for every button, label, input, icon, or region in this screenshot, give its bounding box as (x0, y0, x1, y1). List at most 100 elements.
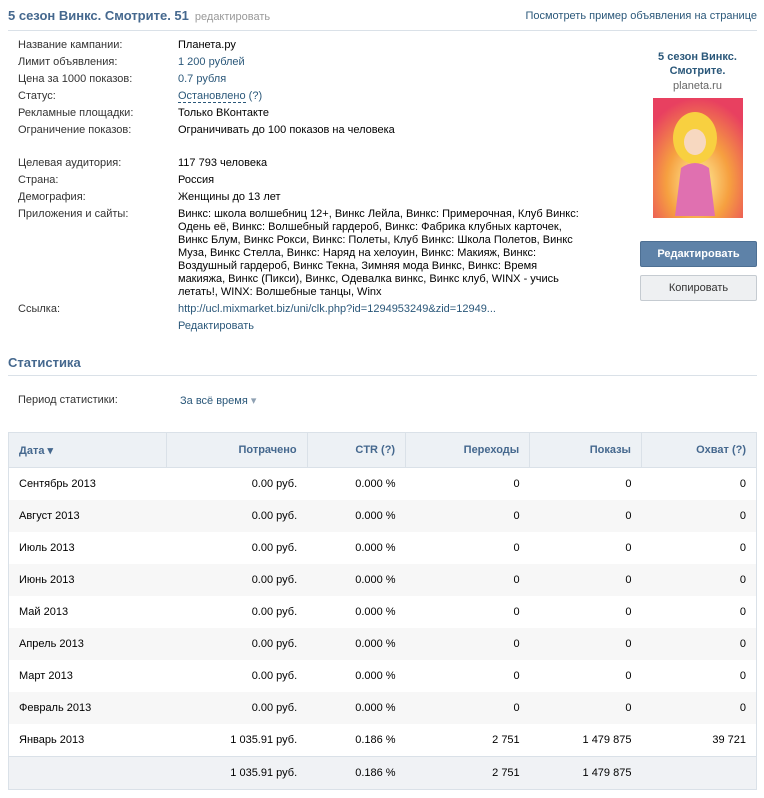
table-cell: 0.00 руб. (251, 670, 298, 682)
header-row: Дата ▾ Потрачено CTR (?) Переходы Показы Охва… (8, 432, 757, 468)
table-cell: 0.00 руб. (166, 564, 308, 596)
detail-label: Рекламные площадки: (18, 107, 134, 119)
table-row: Март 2013 0.00 руб. 0.000 % 0 0 0 (9, 660, 757, 692)
total-cell: 1 035.91 руб. (166, 756, 308, 790)
detail-value-cell: 1 200 рублей (178, 56, 583, 69)
table-cell: 0.000 % (307, 500, 406, 532)
table-cell: 0.00 руб. (251, 542, 298, 554)
table-row: Июль 2013 0.00 руб. 0.000 % 0 0 0 (9, 532, 757, 564)
ad-preview-title: 5 сезон Винкс. Смотрите. (658, 51, 737, 77)
period-value[interactable]: За всё время (180, 395, 248, 407)
table-cell: 0.000 % (355, 542, 396, 554)
total-cell: 1 479 875 (529, 756, 642, 790)
table-cell: 0 (513, 478, 520, 490)
detail-value: Россия (178, 174, 215, 186)
detail-label: Ссылка: (18, 303, 60, 315)
hint[interactable]: (?) (248, 90, 263, 102)
table-cell: 0.000 % (355, 478, 396, 490)
table-cell: 0.186 % (355, 734, 396, 746)
table-row: Май 2013 0.00 руб. 0.000 % 0 0 0 (9, 596, 757, 628)
edit-button[interactable]: Редактировать (640, 241, 757, 267)
detail-value-cell: Только ВКонтакте (178, 107, 583, 120)
detail-value: Ограничивать до 100 показов на человека (178, 124, 395, 136)
table-cell: 0.00 руб. (166, 500, 308, 532)
detail-label: Демография: (18, 191, 86, 203)
table-cell: 0.00 руб. (251, 606, 298, 618)
detail-label: Название кампании: (18, 39, 123, 51)
table-cell: 0 (513, 670, 520, 682)
detail-label: Статус: (18, 90, 56, 102)
detail-value: Женщины до 13 лет (178, 191, 281, 203)
detail-link[interactable]: 1 200 рублей (178, 56, 245, 68)
detail-label: Целевая аудитория: (18, 157, 122, 169)
table-cell: 1 035.91 руб. (230, 734, 298, 746)
table-cell: 0 (625, 542, 632, 554)
detail-value-cell: Россия (178, 174, 583, 187)
edit-link[interactable]: Редактировать (178, 320, 254, 332)
table-cell: 0 (641, 500, 757, 532)
copy-button[interactable]: Копировать (640, 275, 757, 301)
detail-value-cell: http://ucl.mixmarket.biz/uni/clk.php?id=… (178, 303, 583, 333)
table-cell: 0.00 руб. (166, 692, 308, 724)
table-cell: Февраль 2013 (8, 692, 167, 724)
period-select[interactable]: За всё время ▾ (180, 394, 256, 407)
table-cell: Сентябрь 2013 (19, 478, 96, 490)
table-cell: 0 (529, 692, 642, 724)
detail-row: Рекламные площадки: Только ВКонтакте (18, 105, 583, 122)
detail-row: Демография: Женщины до 13 лет (18, 189, 583, 206)
detail-link[interactable]: Остановлено (178, 90, 246, 103)
table-cell: 0 (739, 542, 746, 554)
detail-label: Ограничение показов: (18, 124, 132, 136)
column-header[interactable]: Дата ▾ (8, 432, 167, 468)
table-cell: Май 2013 (19, 606, 69, 618)
table-cell: 0 (405, 692, 530, 724)
total-cell: 2 751 (405, 756, 530, 790)
preview-link[interactable]: Посмотреть пример объявления на странице (525, 10, 757, 22)
column-header: CTR (?) (306, 432, 406, 468)
detail-label: Страна: (18, 174, 59, 186)
detail-row: Целевая аудитория: 117 793 человека (18, 155, 583, 172)
table-row: Январь 2013 1 035.91 руб. 0.186 % 2 751 1 47… (9, 724, 757, 757)
detail-value-cell: 117 793 человека (178, 157, 583, 170)
detail-row: Лимит объявления: 1 200 рублей (18, 54, 583, 71)
detail-link[interactable]: http://ucl.mixmarket.biz/uni/clk.php?id=… (178, 303, 496, 315)
details: Название кампании: Планета.ру Лимит объявл… (18, 37, 583, 139)
table-cell: 0 (529, 564, 642, 596)
table-cell: 0 (625, 478, 632, 490)
detail-row: Страна: Россия (18, 172, 583, 189)
audience: Целевая аудитория: 117 793 человека Страна… (18, 155, 583, 335)
table-cell: 0.00 руб. (166, 628, 308, 660)
table-cell: 0 (739, 478, 746, 490)
detail-row: Цена за 1000 показов: 0.7 рубля (18, 71, 583, 88)
column-header: Показы (529, 432, 642, 468)
detail-row: Ограничение показов: Ограничивать до 100 … (18, 122, 583, 139)
table-cell: 0 (641, 564, 757, 596)
period-label: Период статистики: (18, 394, 118, 406)
total-row: 1 035.91 руб. 0.186 % 2 751 1 479 875 (8, 756, 757, 790)
header: 5 сезон Винкс. Смотрите. 51 редактировать… (8, 8, 757, 31)
column-header: Потрачено (165, 432, 308, 468)
edit-link[interactable]: редактировать (194, 11, 271, 23)
table-cell: 0.000 % (307, 628, 406, 660)
table-cell: 0.000 % (307, 692, 406, 724)
column-header: Переходы (405, 432, 530, 468)
stats-table: Дата ▾ Потрачено CTR (?) Переходы Показы Охва… (8, 432, 757, 790)
table-row: Июнь 2013 0.00 руб. 0.000 % 0 0 0 (8, 564, 757, 596)
table-cell: 0 (513, 542, 520, 554)
table-cell: 0 (739, 670, 746, 682)
detail-link[interactable]: 0.7 рубля (178, 73, 227, 85)
detail-value-cell: 0.7 рубля (178, 73, 583, 86)
ad-image (652, 98, 743, 218)
detail-row: Название кампании: Планета.ру (18, 37, 583, 54)
detail-value-cell: Остановлено (?) (178, 90, 583, 103)
table-row: Сентябрь 2013 0.00 руб. 0.000 % 0 0 0 (9, 468, 757, 501)
table-cell: 0 (641, 692, 757, 724)
column-header: Охват (?) (640, 432, 757, 468)
ad-preview: 5 сезон Винкс. Смотрите. planeta.ru (640, 50, 755, 221)
detail-row: Статус: Остановлено (?) (18, 88, 583, 105)
table-cell: Март 2013 (19, 670, 73, 682)
table-cell: 0 (405, 564, 530, 596)
table-cell (641, 756, 757, 790)
table-cell: 0 (641, 628, 757, 660)
